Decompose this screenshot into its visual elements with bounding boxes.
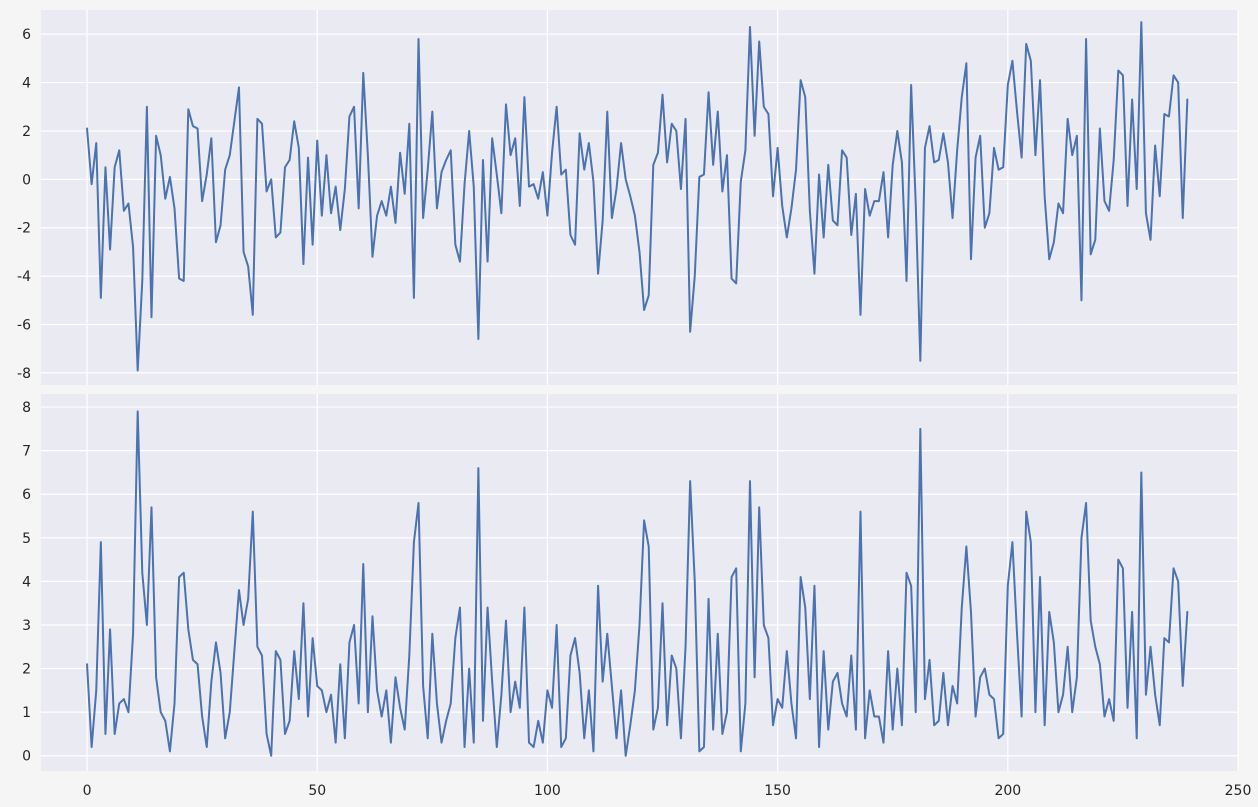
y-tick-label: 1 [22, 705, 31, 721]
series-line-1 [86, 21, 1189, 372]
plot-area [41, 10, 1238, 385]
y-tick-label: 4 [22, 76, 31, 92]
x-tick-label: 50 [308, 783, 326, 799]
series-line-1 [86, 410, 1189, 757]
chart-panel-2: 0 1 2 3 4 5 6 7 8 0 50 100 150 200 250 [22, 394, 1251, 799]
y-tick-label: -8 [17, 366, 31, 382]
y-tick-label: 4 [22, 574, 31, 590]
y-tick-label: 2 [22, 662, 31, 678]
y-tick-label: 0 [22, 172, 31, 188]
y-tick-label: 6 [22, 27, 31, 43]
y-tick-label: -6 [17, 318, 31, 334]
y-tick-label: -2 [17, 221, 31, 237]
x-tick-label: 250 [1225, 783, 1252, 799]
x-tick-label: 200 [994, 783, 1021, 799]
y-tick-label: 0 [22, 749, 31, 765]
y-tick-label: 7 [22, 444, 31, 460]
y-tick-label: 8 [22, 400, 31, 416]
plot-area [41, 394, 1238, 771]
y-tick-label: 3 [22, 618, 31, 634]
y-tick-label: 5 [22, 531, 31, 547]
chart-panel-1: -8 -6 -4 -2 0 2 4 6 [17, 10, 1239, 385]
y-tick-label: -4 [17, 269, 31, 285]
x-tick-label: 100 [534, 783, 561, 799]
y-tick-label: 6 [22, 487, 31, 503]
x-tick-label: 0 [83, 783, 92, 799]
y-tick-label: 2 [22, 124, 31, 140]
x-tick-label: 150 [764, 783, 791, 799]
